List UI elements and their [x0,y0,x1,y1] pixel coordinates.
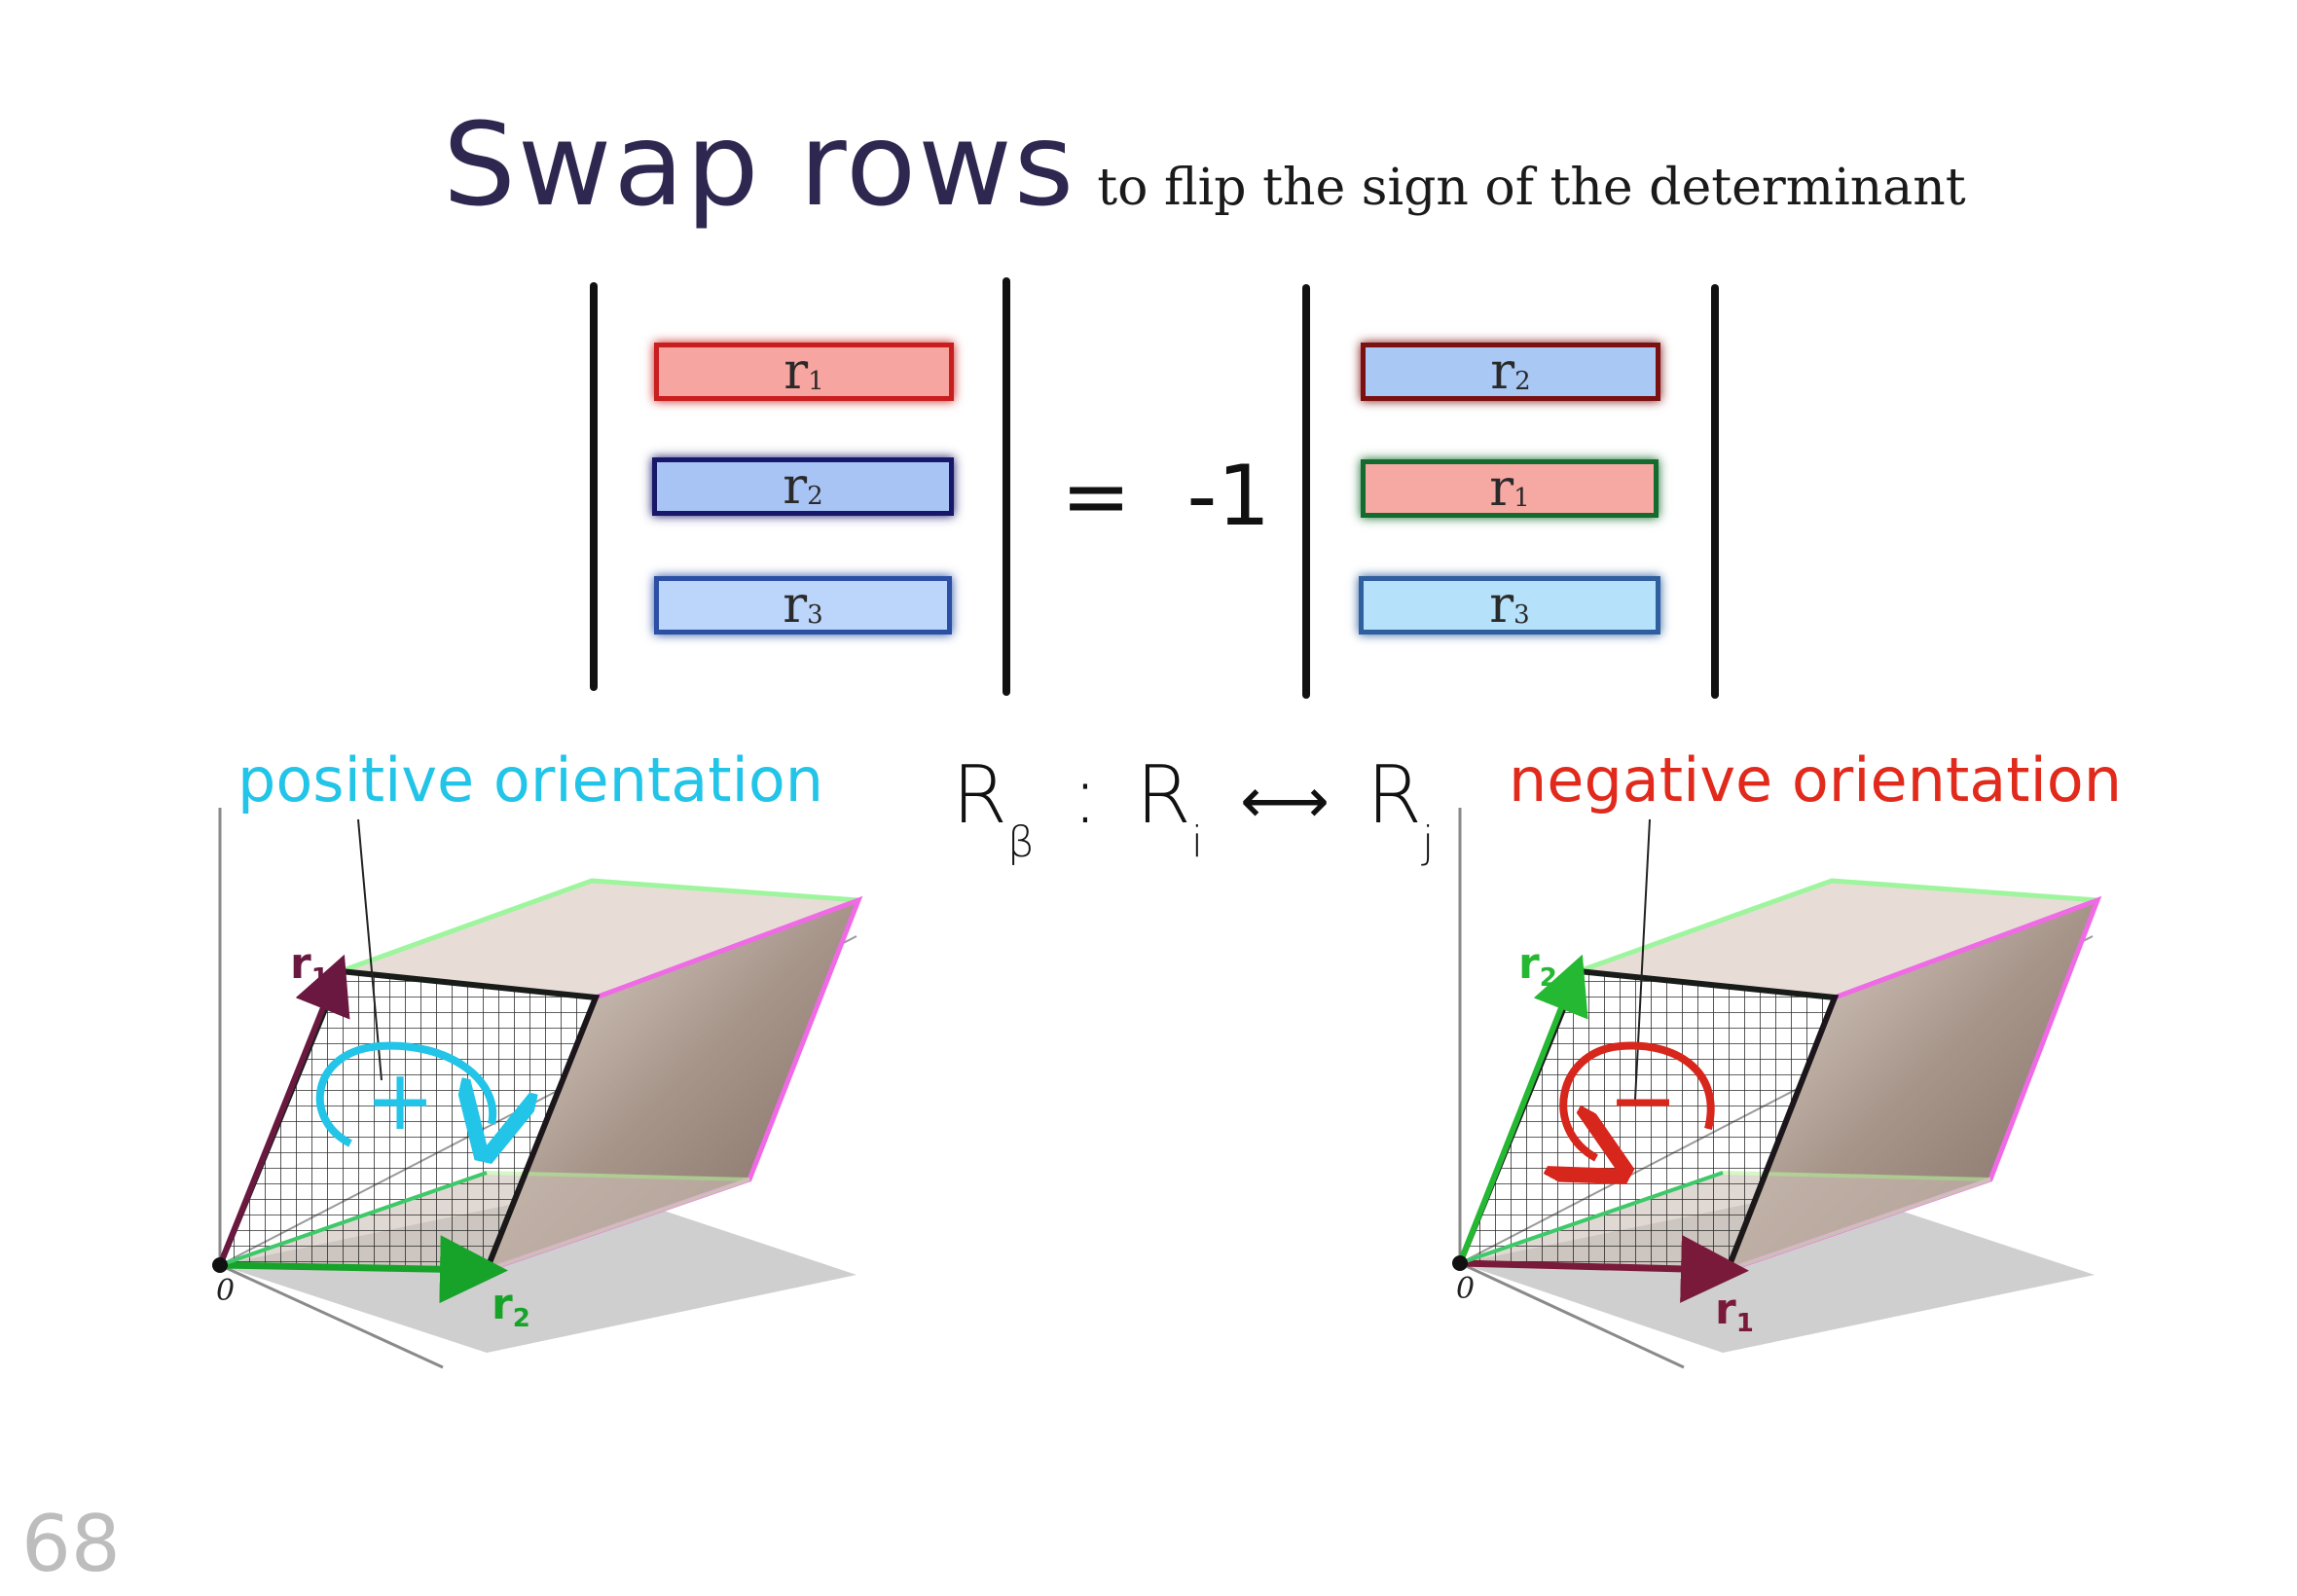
left-row-3-sub: 3 [807,600,823,630]
right-r2-arrow-icon [1457,954,1588,1265]
left-r1-label: r1 [290,939,329,993]
left-matrix-left-bar [590,282,598,691]
right-r1-label: r1 [1715,1285,1754,1338]
left-row-1-label: r [784,343,809,401]
right-rotation-icon [1563,1041,1715,1158]
left-r2-arrow-icon [219,1235,508,1304]
right-row-3-sub: 3 [1513,600,1530,630]
right-matrix-right-bar [1711,284,1719,699]
left-r1-arrow-icon [217,954,350,1267]
right-sign: − [1608,1052,1678,1149]
swap-arrow-icon: ⟷ [1240,766,1330,838]
left-row-1-sub: 1 [808,367,824,396]
right-label-pointer [1634,818,1651,1101]
op-Rj: R [1367,749,1422,842]
right-row-1-sub: 2 [1514,367,1531,396]
title-main: Swap rows [443,97,1076,232]
right-r2-label: r2 [1518,939,1557,993]
factor: -1 [1186,448,1271,545]
left-label-pointer [357,818,383,1081]
title-subtitle: to flip the sign of the determinant [1097,159,1966,217]
left-row-2-label: r [783,457,808,516]
left-r2-label: r2 [492,1280,530,1333]
row-operation: Rβ : Ri ⟷ Rj [952,749,1434,867]
right-row-3-label: r [1489,576,1514,635]
op-colon: : [1072,749,1099,842]
op-R: R [952,749,1007,842]
page-title: Swap rows to flip the sign of the determi… [443,97,1966,232]
left-row-2-sub: 2 [807,482,823,511]
right-origin-dot [1452,1255,1468,1271]
right-r1-arrow-icon [1459,1234,1749,1303]
positive-orientation-label: positive orientation [237,744,824,816]
left-row-3-label: r [783,576,808,635]
op-i: i [1190,817,1204,868]
left-rotation-icon [315,1041,492,1143]
left-sign: + [365,1052,435,1149]
right-matrix-left-bar [1302,284,1310,699]
right-r3-arrow-icon [1459,1171,1724,1265]
negative-orientation-label: negative orientation [1509,744,2123,816]
op-beta: β [1006,817,1036,868]
left-origin-label: 0 [216,1274,235,1308]
op-Ri: R [1135,749,1191,842]
right-origin-label: 0 [1456,1272,1475,1306]
left-r3-arrow-icon [219,1171,488,1267]
right-row-1-label: r [1490,343,1515,401]
left-shadow-plane [220,1187,857,1353]
right-shadow-plane [1460,1187,2095,1353]
right-row-2-label: r [1489,459,1514,518]
op-j: j [1421,817,1435,868]
page-number: 68 [21,1499,121,1589]
left-origin-dot [212,1257,228,1273]
equation: = -1 [1061,448,1270,545]
right-row-2-sub: 1 [1513,484,1530,513]
equals-sign: = [1061,448,1132,545]
left-matrix-right-bar [1003,277,1010,696]
